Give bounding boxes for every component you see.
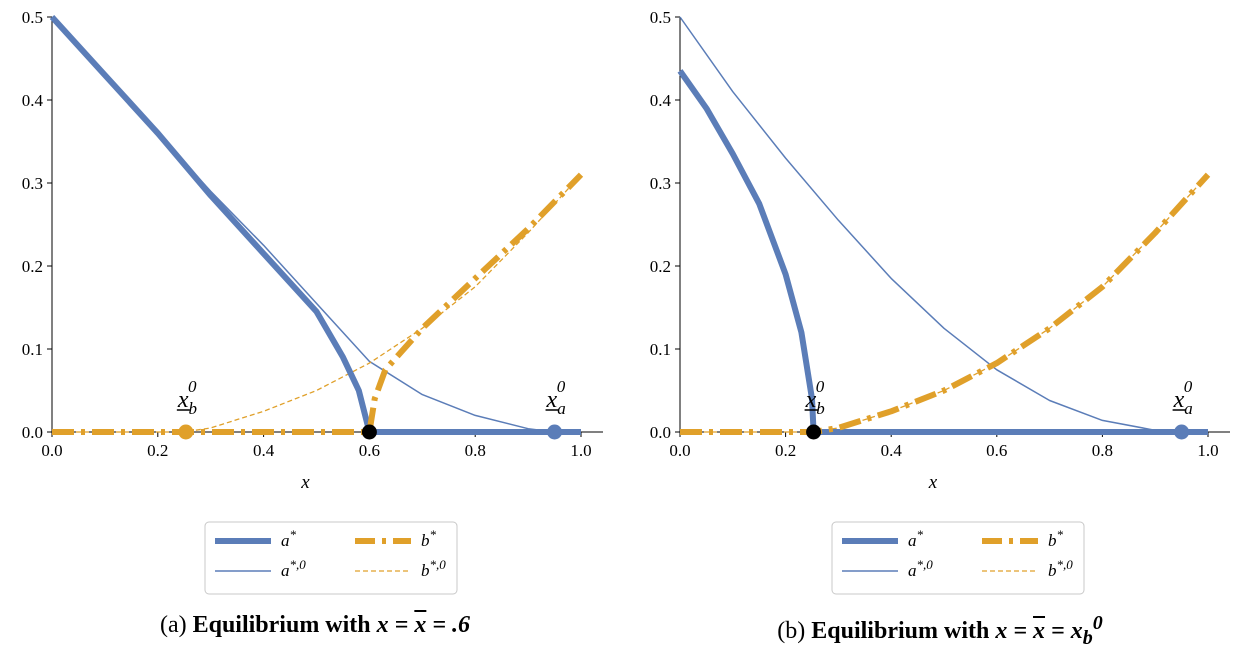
x-tick-label: 0.0 (41, 441, 62, 460)
chart-panel-b: 0.0 0.2 0.4 0.6 0.8 1.0 0.0 0.1 0.2 0.3 0.4 0.5 x xa0… (650, 8, 1230, 595)
marker-label: xb0 (177, 377, 197, 418)
chart-panel-a: 0.0 0.2 0.4 0.6 0.8 1.0 0.0 0.1 0.2 0.3 0.4 0.5 x xb0… (22, 8, 603, 595)
legend-label: b* (421, 527, 437, 550)
caption-a: (a) Equilibrium with x = x = .6 (159, 612, 471, 638)
marker-point (547, 424, 563, 440)
y-tick-label: 0.3 (650, 174, 671, 193)
legend-label: b*,0 (421, 557, 446, 580)
legend: a* b* a*,0 b*,0 (204, 521, 458, 595)
x-tick-label: 0.2 (147, 441, 168, 460)
marker-point (806, 424, 822, 440)
y-tick-label: 0.1 (650, 340, 671, 359)
series-line (680, 172, 1211, 435)
legend: a* b* a*,0 b*,0 (831, 521, 1085, 595)
marker-point (178, 424, 194, 440)
series-line (52, 174, 582, 433)
marker-point (1174, 424, 1190, 440)
x-tick-label: 0.6 (986, 441, 1007, 460)
marker-label: xa0 (546, 377, 566, 418)
y-tick-label: 0.2 (22, 257, 43, 276)
x-tick-label: 0.2 (775, 441, 796, 460)
legend-label: a*,0 (281, 557, 306, 580)
x-tick-label: 0.4 (253, 441, 275, 460)
x-tick-label: 1.0 (1197, 441, 1218, 460)
series-line (51, 16, 581, 433)
series-line (49, 14, 581, 435)
x-tick-label: 0.8 (465, 441, 486, 460)
y-tick-label: 0.3 (22, 174, 43, 193)
legend-label: a* (908, 527, 924, 550)
marker-label: xa0 (1173, 377, 1193, 418)
x-tick-label: 0.4 (881, 441, 903, 460)
y-tick-label: 0.4 (650, 91, 672, 110)
y-tick-label: 0.2 (650, 257, 671, 276)
x-tick-label: 0.0 (669, 441, 690, 460)
legend-label: b* (1048, 527, 1064, 550)
x-tick-label: 1.0 (570, 441, 591, 460)
series-line (679, 16, 1208, 433)
x-axis-label: x (928, 472, 938, 493)
legend-frame (831, 521, 1085, 595)
x-tick-label: 0.8 (1092, 441, 1113, 460)
legend-label: a* (281, 527, 297, 550)
y-tick-label: 0.1 (22, 340, 43, 359)
legend-frame (204, 521, 458, 595)
y-tick-label: 0.5 (22, 8, 43, 27)
marker-label: xb0 (805, 377, 825, 418)
series-line (677, 69, 1208, 435)
y-tick-label: 0.5 (650, 8, 671, 27)
y-tick-label: 0.0 (650, 423, 671, 442)
y-tick-label: 0.4 (22, 91, 44, 110)
legend-label: b*,0 (1048, 557, 1073, 580)
caption-a-math: x = x = .6 (376, 612, 471, 638)
caption-b-math: x = x = xb0 (995, 612, 1103, 649)
caption-b: (b) Equilibrium with x = x = xb0 (777, 612, 1103, 649)
x-tick-label: 0.6 (359, 441, 380, 460)
x-axis-label: x (300, 472, 310, 493)
marker-point (361, 424, 377, 440)
y-tick-label: 0.0 (22, 423, 43, 442)
legend-label: a*,0 (908, 557, 933, 580)
